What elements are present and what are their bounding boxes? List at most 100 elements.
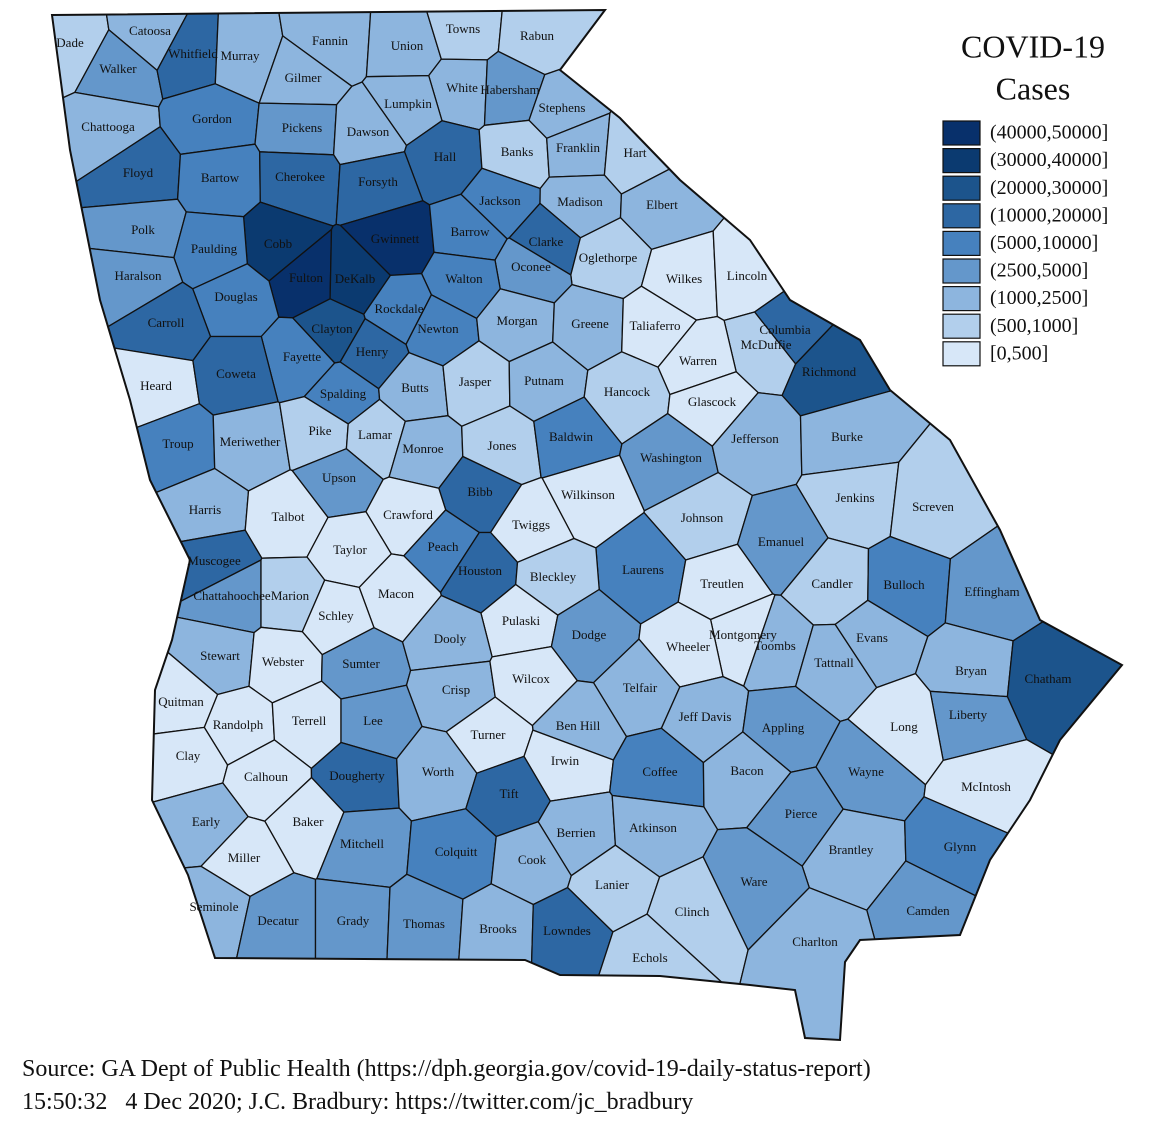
- county-label: Oglethorpe: [579, 250, 638, 265]
- county-label: Heard: [140, 378, 172, 393]
- county-label: Schley: [318, 608, 354, 623]
- county-label: Irwin: [551, 753, 580, 768]
- county-region: [452, 883, 534, 1040]
- county-label: Dougherty: [329, 768, 385, 783]
- county-label: Harris: [189, 502, 222, 517]
- county-region: [314, 878, 391, 1040]
- county-label: Muscogee: [187, 553, 241, 568]
- county-label: Habersham: [480, 82, 539, 97]
- county-label: Monroe: [402, 441, 443, 456]
- county-label: Liberty: [949, 707, 988, 722]
- county-label: Clarke: [529, 234, 564, 249]
- county-label: Telfair: [623, 680, 658, 695]
- county-label: Lamar: [358, 427, 393, 442]
- county-label: Putnam: [524, 373, 564, 388]
- county-label: Rabun: [520, 28, 554, 43]
- county-label: Bleckley: [530, 569, 577, 584]
- county-label: Barrow: [451, 224, 491, 239]
- county-label: Bulloch: [883, 577, 925, 592]
- county-label: Franklin: [556, 140, 601, 155]
- county-label: Crisp: [442, 682, 470, 697]
- legend-swatch: [942, 230, 981, 256]
- county-label: Charlton: [792, 934, 838, 949]
- legend-label: (20000,30000]: [990, 177, 1108, 199]
- county-label: Jenkins: [836, 490, 875, 505]
- legend-swatch: [942, 175, 981, 201]
- county-label: Emanuel: [758, 534, 805, 549]
- county-label: Chattahoochee: [193, 588, 270, 603]
- source-note: 15:50:32 4 Dec 2020; J.C. Bradbury: http…: [22, 1089, 693, 1115]
- county-label: Jeff Davis: [679, 709, 732, 724]
- county-label: Macon: [378, 586, 415, 601]
- county-label: Bryan: [955, 663, 987, 678]
- legend-swatch: [942, 203, 981, 229]
- county-label: Twiggs: [512, 517, 550, 532]
- county-label: Dodge: [572, 627, 607, 642]
- county-label: Chatham: [1025, 671, 1072, 686]
- county-label: Clinch: [675, 904, 710, 919]
- county-label: Dawson: [347, 124, 390, 139]
- county-label: McIntosh: [961, 779, 1011, 794]
- county-label: Floyd: [123, 165, 154, 180]
- county-label: Webster: [262, 654, 305, 669]
- state-outline: [50, 8, 1124, 1042]
- county-label: Meriwether: [220, 434, 281, 449]
- county-label: Hall: [434, 149, 457, 164]
- county-label: Baldwin: [549, 429, 594, 444]
- county-label: Baker: [292, 814, 324, 829]
- county-label: Pike: [308, 423, 331, 438]
- county-label: Crawford: [383, 507, 433, 522]
- county-label: Lowndes: [543, 923, 591, 938]
- county-label: Hart: [623, 145, 646, 160]
- county-label: Sumter: [342, 656, 380, 671]
- county-label: Jones: [488, 438, 517, 453]
- county-label: Worth: [422, 764, 455, 779]
- county-label: Candler: [811, 576, 853, 591]
- county-label: Pickens: [282, 120, 322, 135]
- county-label: Jefferson: [731, 431, 779, 446]
- county-label: Polk: [131, 222, 155, 237]
- county-label: Appling: [762, 720, 805, 735]
- county-label: Douglas: [214, 289, 257, 304]
- county-label: Troup: [162, 436, 193, 451]
- county-label: Randolph: [213, 717, 264, 732]
- county-label: Camden: [906, 903, 950, 918]
- county-label: Chattooga: [81, 119, 135, 134]
- legend: (40000,50000] (30000,40000] (20000,30000] (…: [942, 120, 1108, 367]
- legend-swatch: [942, 341, 981, 367]
- legend-label: (30000,40000]: [990, 149, 1108, 171]
- county-label: Calhoun: [244, 769, 289, 784]
- county-region: [866, 860, 1122, 1040]
- county-label: Henry: [356, 344, 389, 359]
- county-label: Cherokee: [275, 169, 325, 184]
- legend-label: (10000,20000]: [990, 204, 1108, 226]
- county-label: Grady: [337, 913, 370, 928]
- county-label: Brantley: [829, 842, 874, 857]
- county-label: Columbia: [759, 322, 811, 337]
- county-label: Miller: [228, 850, 261, 865]
- county-label: Stewart: [200, 648, 240, 663]
- county-label: Coffee: [642, 764, 677, 779]
- county-label: Tift: [499, 786, 518, 801]
- county-label: Taylor: [333, 542, 367, 557]
- county-label: Clay: [176, 748, 201, 763]
- county-label: Cook: [518, 852, 547, 867]
- county-label: Lanier: [595, 877, 630, 892]
- county-label: Wilcox: [512, 671, 550, 686]
- county-label: Murray: [221, 48, 260, 63]
- county-label: Coweta: [216, 366, 256, 381]
- county-label: Pulaski: [502, 613, 541, 628]
- county-region: [52, 198, 187, 259]
- county-label: DeKalb: [335, 271, 375, 286]
- county-label: Long: [890, 719, 918, 734]
- legend-label: (1000,2500]: [990, 287, 1088, 309]
- county-label: Decatur: [257, 913, 299, 928]
- county-label: Catoosa: [129, 23, 171, 38]
- county-label: Newton: [417, 321, 459, 336]
- county-label: Lee: [363, 713, 383, 728]
- county-label: Colquitt: [435, 844, 478, 859]
- legend-swatch: [942, 148, 981, 174]
- county-label: Dade: [56, 35, 84, 50]
- county-label: Wilkinson: [561, 487, 615, 502]
